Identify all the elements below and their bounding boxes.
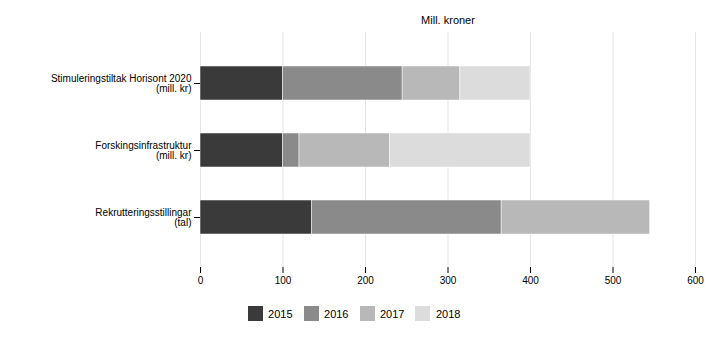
- svg-text:500: 500: [605, 275, 622, 286]
- svg-text:400: 400: [522, 275, 539, 286]
- svg-text:Rekrutteringsstillingar(tal): Rekrutteringsstillingar(tal): [95, 207, 192, 228]
- html-text:2016: 2016: [324, 307, 349, 320]
- svg-text:100: 100: [275, 275, 292, 286]
- svg-text:300: 300: [440, 275, 457, 286]
- html-text:2015: 2015: [268, 307, 293, 320]
- html-text:2018: 2018: [436, 307, 461, 320]
- svg-text:Stimuleringstiltak Horisont 20: Stimuleringstiltak Horisont 2020(mill. k…: [51, 73, 192, 94]
- html-text:2017: 2017: [380, 307, 405, 320]
- svg-text:200: 200: [357, 275, 374, 286]
- svg-text:Forskingsinfrastruktur(mill. k: Forskingsinfrastruktur(mill. kr): [95, 140, 192, 161]
- svg-text:600: 600: [687, 275, 704, 286]
- svg-text:0: 0: [198, 275, 204, 286]
- svg-text:Mill. kroner: Mill. kroner: [421, 14, 475, 26]
